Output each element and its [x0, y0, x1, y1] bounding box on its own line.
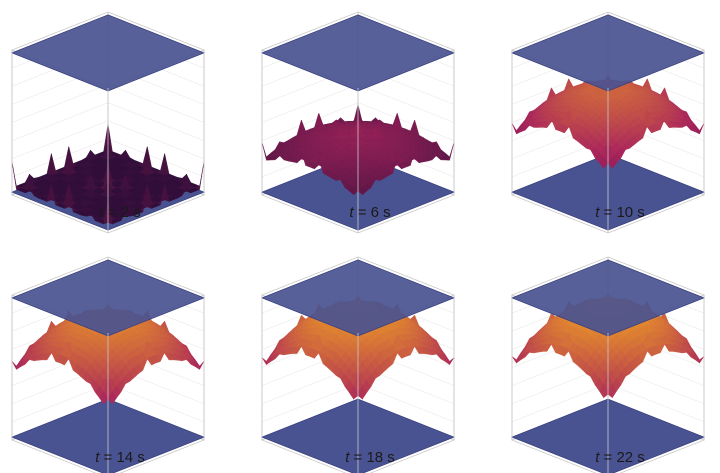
- panel-caption-3: t = 10 s: [500, 204, 720, 221]
- surface-plot-4: [0, 245, 240, 473]
- figure-grid: t = 2 s t = 6 s t = 10 s t = 14 s t = 18…: [0, 0, 720, 457]
- surface-plot-2: [250, 0, 490, 228]
- panel-5: t = 18 s: [250, 245, 490, 473]
- top-plate: [262, 260, 454, 336]
- top-plate: [512, 260, 704, 336]
- top-plate: [512, 15, 704, 91]
- panel-4: t = 14 s: [0, 245, 240, 473]
- surface-plot-5: [250, 245, 490, 473]
- top-plate: [12, 15, 204, 91]
- panel-caption-1: t = 2 s: [0, 204, 240, 221]
- panel-caption-2: t = 6 s: [250, 204, 490, 221]
- surface-plot-1: [0, 0, 240, 228]
- top-plate: [12, 260, 204, 336]
- panel-2: t = 6 s: [250, 0, 490, 228]
- panel-caption-5: t = 18 s: [250, 449, 490, 466]
- panel-6: t = 22 s: [500, 245, 720, 473]
- panel-1: t = 2 s: [0, 0, 240, 228]
- top-plate: [262, 15, 454, 91]
- panel-caption-4: t = 14 s: [0, 449, 240, 466]
- surface-plot-6: [500, 245, 720, 473]
- panel-caption-6: t = 22 s: [500, 449, 720, 466]
- surface-plot-3: [500, 0, 720, 228]
- panel-3: t = 10 s: [500, 0, 720, 228]
